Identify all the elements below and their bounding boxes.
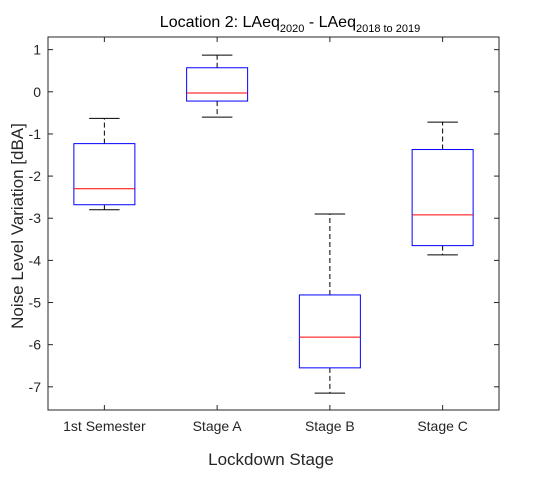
y-tick-label: -2 — [29, 168, 42, 184]
title-subscript: 2020 — [280, 23, 304, 35]
iqr-box — [411, 149, 474, 247]
box-1st-semester — [73, 117, 136, 211]
iqr-box — [298, 294, 361, 369]
x-tick-label: 1st Semester — [63, 418, 146, 434]
chart-title: Location 2: LAeq2020 - LAeq2018 to 2019 — [160, 14, 420, 35]
title-text: Location 2: LAeq — [160, 14, 280, 31]
y-tick-label: -3 — [29, 210, 42, 226]
box-stage-a — [186, 54, 249, 118]
y-axis-label: Noise Level Variation [dBA] — [8, 123, 27, 329]
box-stage-b — [298, 213, 361, 394]
x-tick-label: Stage C — [417, 418, 468, 434]
plot-area: -7 -6 -5 -4 -3 -2 -1 0 1 1st Semester Stage A Stage… — [29, 36, 500, 434]
y-tick-label: -4 — [29, 252, 42, 268]
box-stage-c — [411, 121, 474, 256]
x-axis-label: Lockdown Stage — [208, 450, 334, 469]
y-tick-label: -5 — [29, 295, 42, 311]
y-tick-label: -1 — [29, 126, 42, 142]
x-tick-label: Stage B — [305, 418, 355, 434]
title-subscript: 2018 to 2019 — [356, 23, 420, 35]
y-tick-label: 0 — [33, 84, 41, 100]
iqr-box — [186, 67, 249, 102]
iqr-box — [73, 143, 136, 206]
x-tick-label: Stage A — [193, 418, 243, 434]
title-text: - LAeq — [304, 14, 356, 31]
axes-frame — [47, 36, 500, 411]
y-tick-label: -6 — [29, 337, 42, 353]
y-tick-label: -7 — [29, 379, 42, 395]
y-tick-label: 1 — [33, 42, 41, 58]
